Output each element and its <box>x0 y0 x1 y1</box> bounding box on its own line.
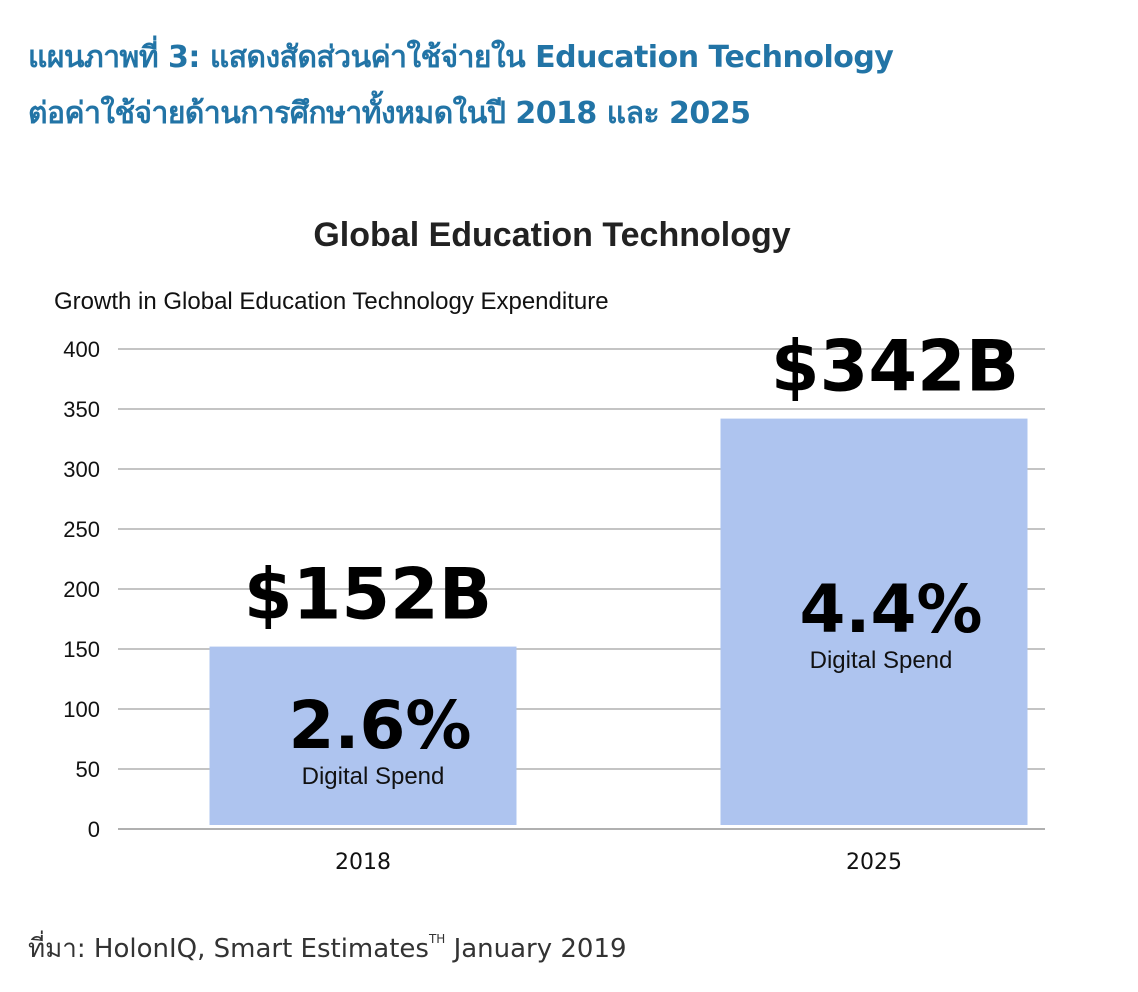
source-superscript: TH <box>428 932 446 946</box>
chart-title: Global Education Technology <box>313 216 791 254</box>
y-tick-label: 150 <box>63 637 100 662</box>
x-tick-label: 2018 <box>335 850 391 875</box>
source-note: ที่มา: HolonIQ, Smart EstimatesTH Januar… <box>28 928 627 969</box>
bar <box>209 646 517 825</box>
y-tick-label: 200 <box>63 577 100 602</box>
y-tick-label: 100 <box>63 697 100 722</box>
source-date: January 2019 <box>453 934 627 964</box>
figure-title-line-2: ต่อค่าใช้จ่ายด้านการศึกษาทั้งหมดในปี 201… <box>28 96 751 131</box>
source-text: ที่มา: HolonIQ, Smart Estimates <box>28 934 429 964</box>
share-label: 2.6% <box>288 687 471 764</box>
data-label: $152B <box>244 554 492 636</box>
share-label: 4.4% <box>799 571 982 648</box>
y-tick-label: 300 <box>63 457 100 482</box>
share-caption: Digital Spend <box>810 647 953 674</box>
y-axis-label: Growth in Global Education Technology Ex… <box>54 288 609 315</box>
y-tick-label: 50 <box>76 757 100 782</box>
data-label: $342B <box>771 326 1019 408</box>
share-caption: Digital Spend <box>302 763 445 790</box>
y-tick-label: 400 <box>63 337 100 362</box>
y-tick-label: 250 <box>63 517 100 542</box>
y-tick-label: 0 <box>88 817 100 842</box>
bar <box>720 418 1028 825</box>
y-tick-label: 350 <box>63 397 100 422</box>
x-tick-label: 2025 <box>846 850 902 875</box>
figure-title: แผนภาพที่ 3: แสดงสัดส่วนค่าใช้จ่ายใน Edu… <box>28 30 1118 142</box>
figure-title-line-1: แผนภาพที่ 3: แสดงสัดส่วนค่าใช้จ่ายใน Edu… <box>28 40 894 75</box>
